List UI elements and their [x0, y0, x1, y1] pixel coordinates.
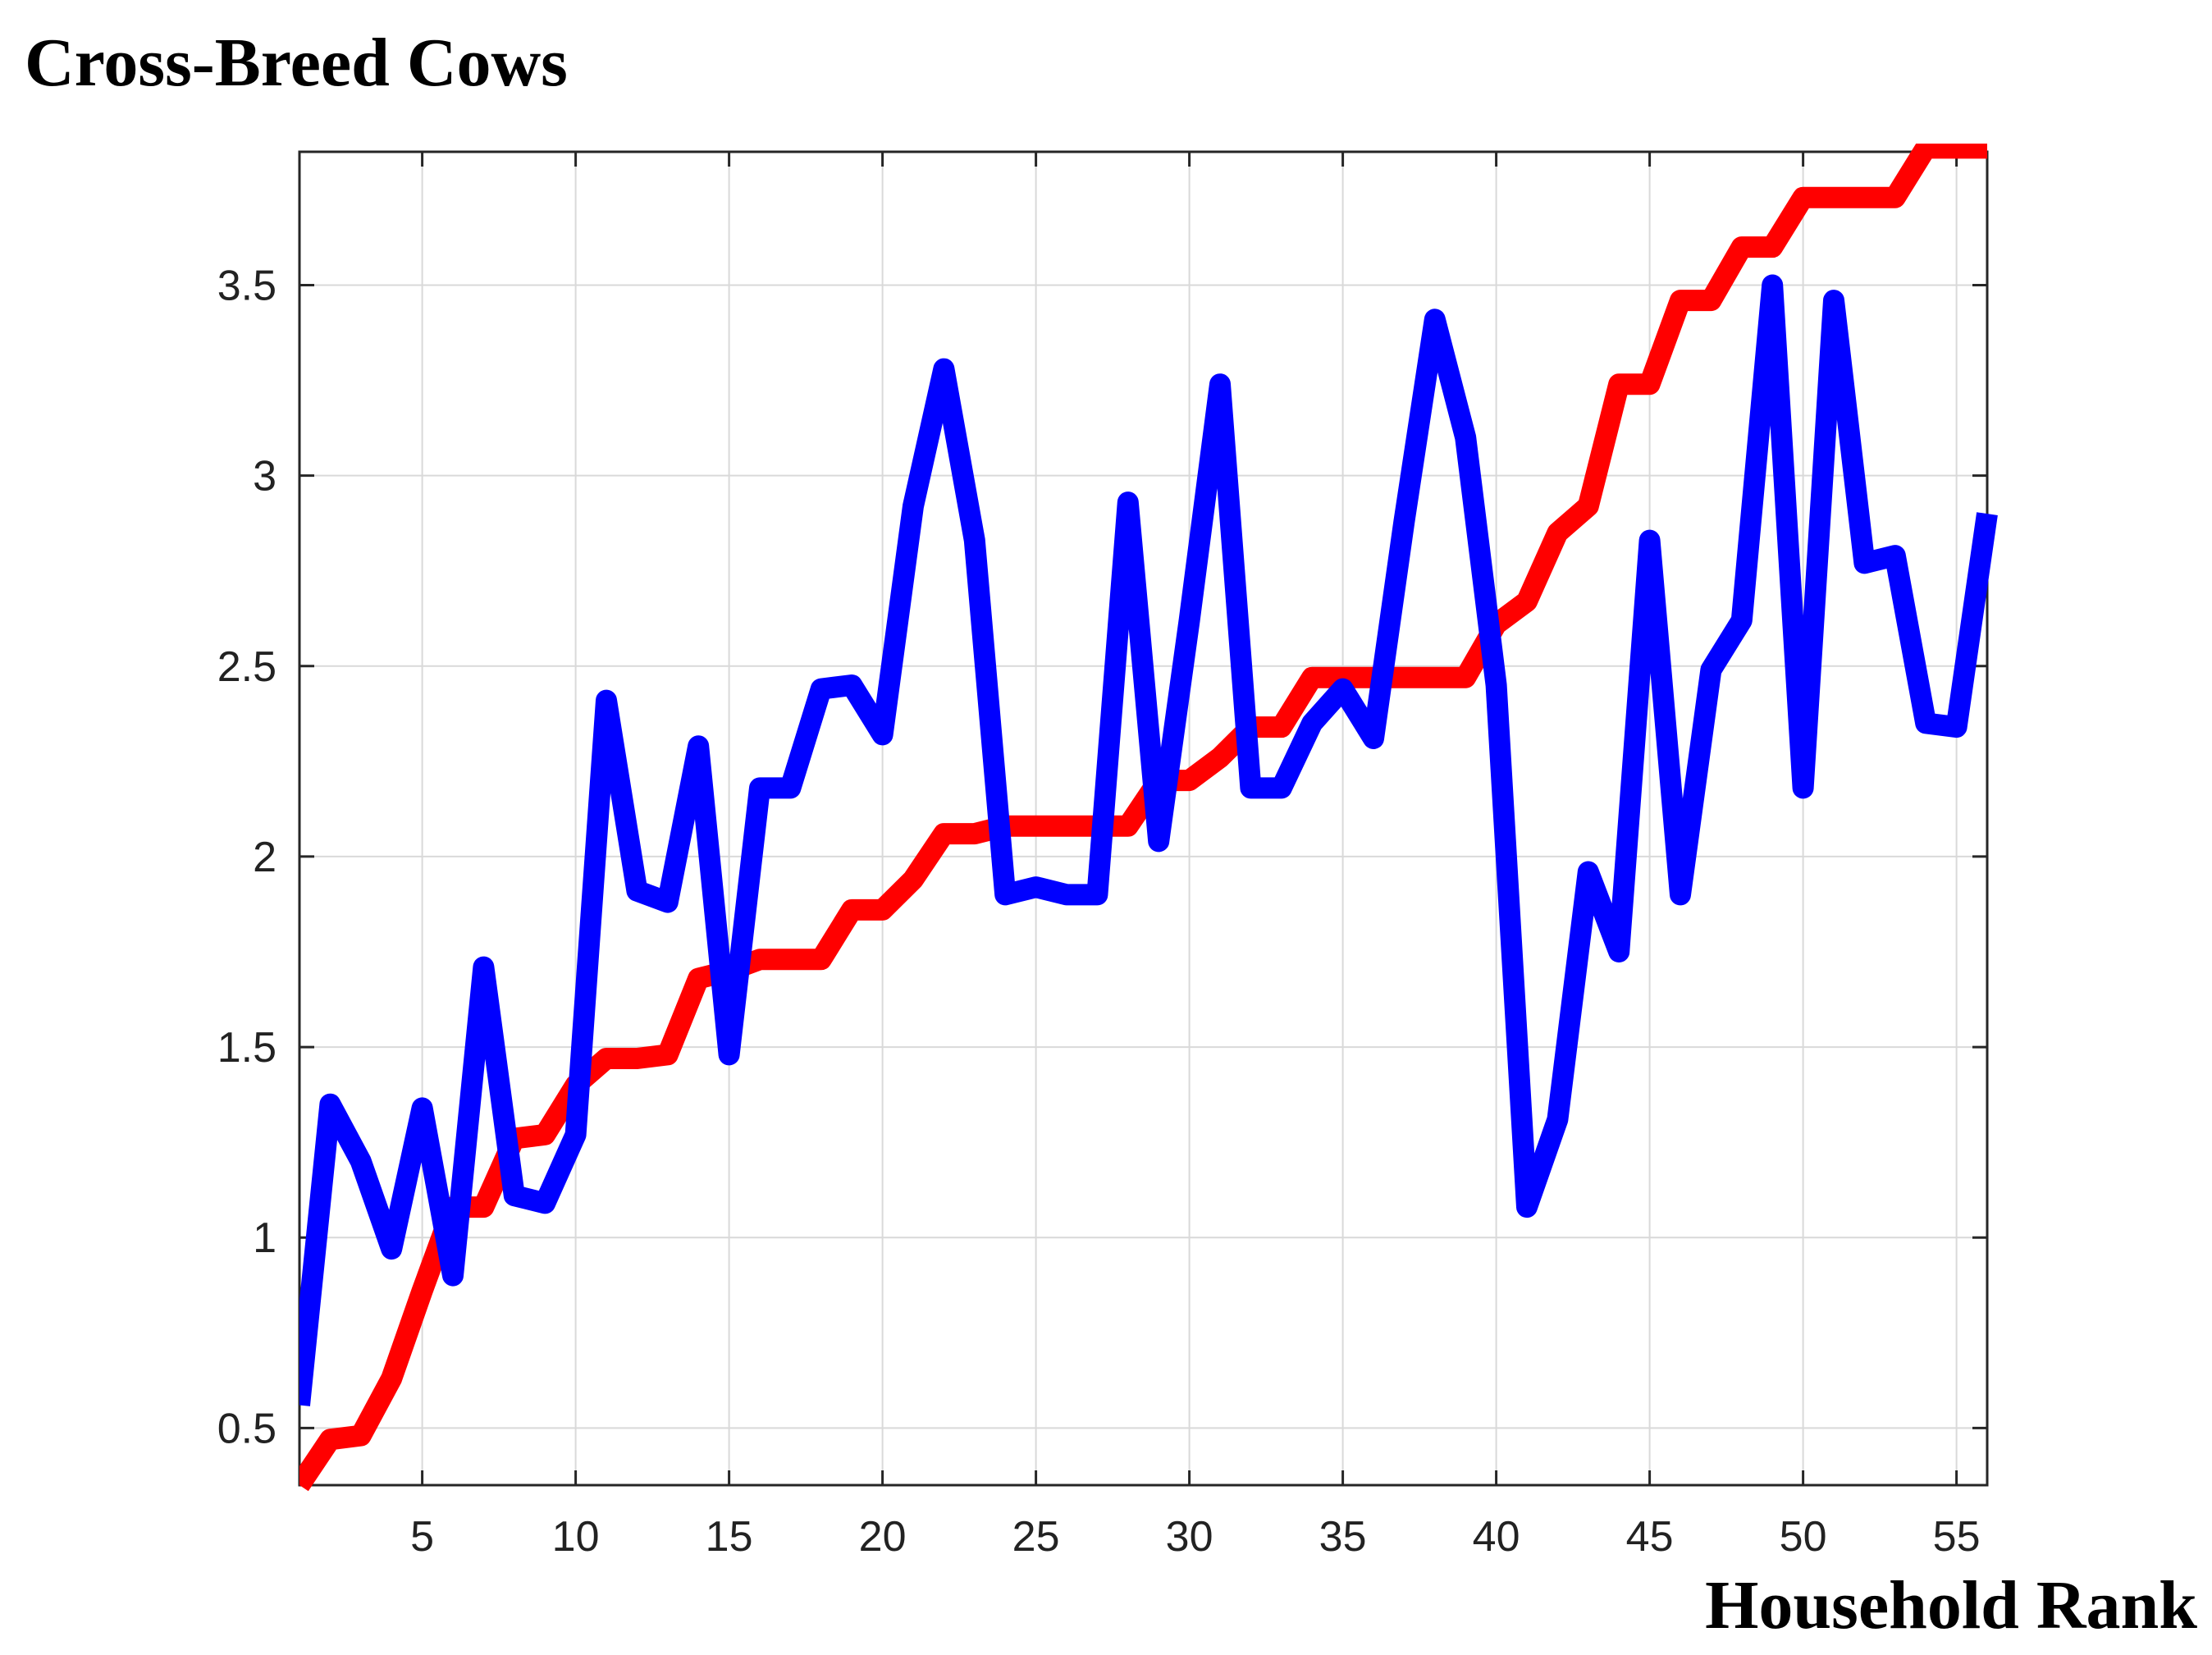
x-tick-label: 50: [1780, 1513, 1827, 1561]
series-lines: [299, 144, 1998, 1492]
y-tick-label: 1.5: [217, 1024, 276, 1072]
plot-area-frame: [298, 150, 1989, 1487]
series-line-red: [299, 144, 1987, 1492]
x-tick-label: 40: [1473, 1513, 1520, 1561]
axis-ticks: 5 10 15 20 25 30 35 40 45 50 55 0.5 1 1.5 2 2.5 3 3.5: [217, 152, 1987, 1561]
x-tick-label: 55: [1933, 1513, 1981, 1561]
y-tick-label: 3: [253, 453, 276, 501]
x-tick-label: 45: [1626, 1513, 1674, 1561]
x-tick-label: 10: [552, 1513, 600, 1561]
x-tick-label: 25: [1012, 1513, 1060, 1561]
y-tick-label: 1: [253, 1214, 276, 1262]
chart-title: Cross-Breed Cows: [25, 25, 568, 101]
y-tick-label: 3.5: [217, 263, 276, 310]
y-tick-label: 2.5: [217, 643, 276, 691]
x-tick-label: 15: [706, 1513, 753, 1561]
x-tick-label: 20: [859, 1513, 907, 1561]
series-line-blue: [299, 274, 1998, 1406]
y-tick-label: 2: [253, 834, 276, 881]
x-axis-label: Household Rank: [1705, 1567, 2197, 1644]
x-tick-label: 35: [1319, 1513, 1367, 1561]
x-tick-label: 30: [1166, 1513, 1213, 1561]
x-tick-label: 5: [410, 1513, 434, 1561]
y-tick-label: 0.5: [217, 1405, 276, 1452]
